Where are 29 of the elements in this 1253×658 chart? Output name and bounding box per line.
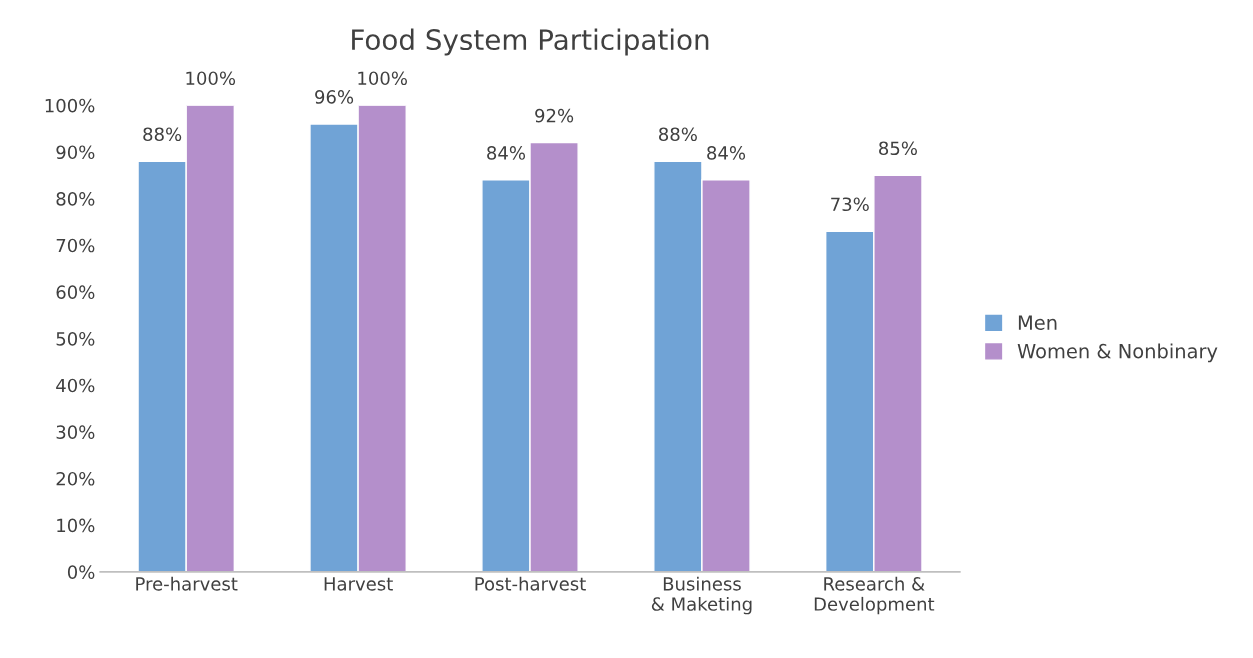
y-tick-label: 50% xyxy=(56,332,95,346)
data-label: 85% xyxy=(879,141,917,156)
data-label: 92% xyxy=(535,108,574,123)
y-tick-label: 0% xyxy=(67,565,95,579)
legend-label: Men xyxy=(1018,315,1057,330)
legend-label: Women & Nonbinary xyxy=(1017,343,1218,363)
y-tick-label: 30% xyxy=(56,425,95,439)
y-tick-label: 40% xyxy=(56,378,95,393)
x-tick-label: Research & Development xyxy=(814,576,935,615)
x-tick-label: Business & Maketing xyxy=(651,576,752,615)
data-label: 100% xyxy=(358,71,407,86)
data-label: 96% xyxy=(315,90,354,104)
y-tick-label: 60% xyxy=(56,285,95,300)
y-tick-label: 10% xyxy=(57,518,95,533)
x-tick-label: Harvest xyxy=(324,577,393,591)
y-tick-label: 100% xyxy=(45,98,95,113)
data-label: 100% xyxy=(186,71,236,86)
data-label: 88% xyxy=(659,127,697,142)
x-tick-label: Post-harvest xyxy=(475,576,586,591)
y-tick-label: 70% xyxy=(56,238,95,253)
data-label: 88% xyxy=(143,127,182,142)
data-label: 73% xyxy=(831,197,869,212)
chart-title: Food System Participation xyxy=(352,28,709,56)
y-tick-label: 80% xyxy=(56,192,95,206)
y-tick-label: 90% xyxy=(56,145,95,160)
data-label: 84% xyxy=(487,146,526,160)
y-tick-label: 20% xyxy=(56,471,95,486)
x-tick-label: Pre-harvest xyxy=(136,576,238,591)
data-label: 84% xyxy=(707,146,746,160)
